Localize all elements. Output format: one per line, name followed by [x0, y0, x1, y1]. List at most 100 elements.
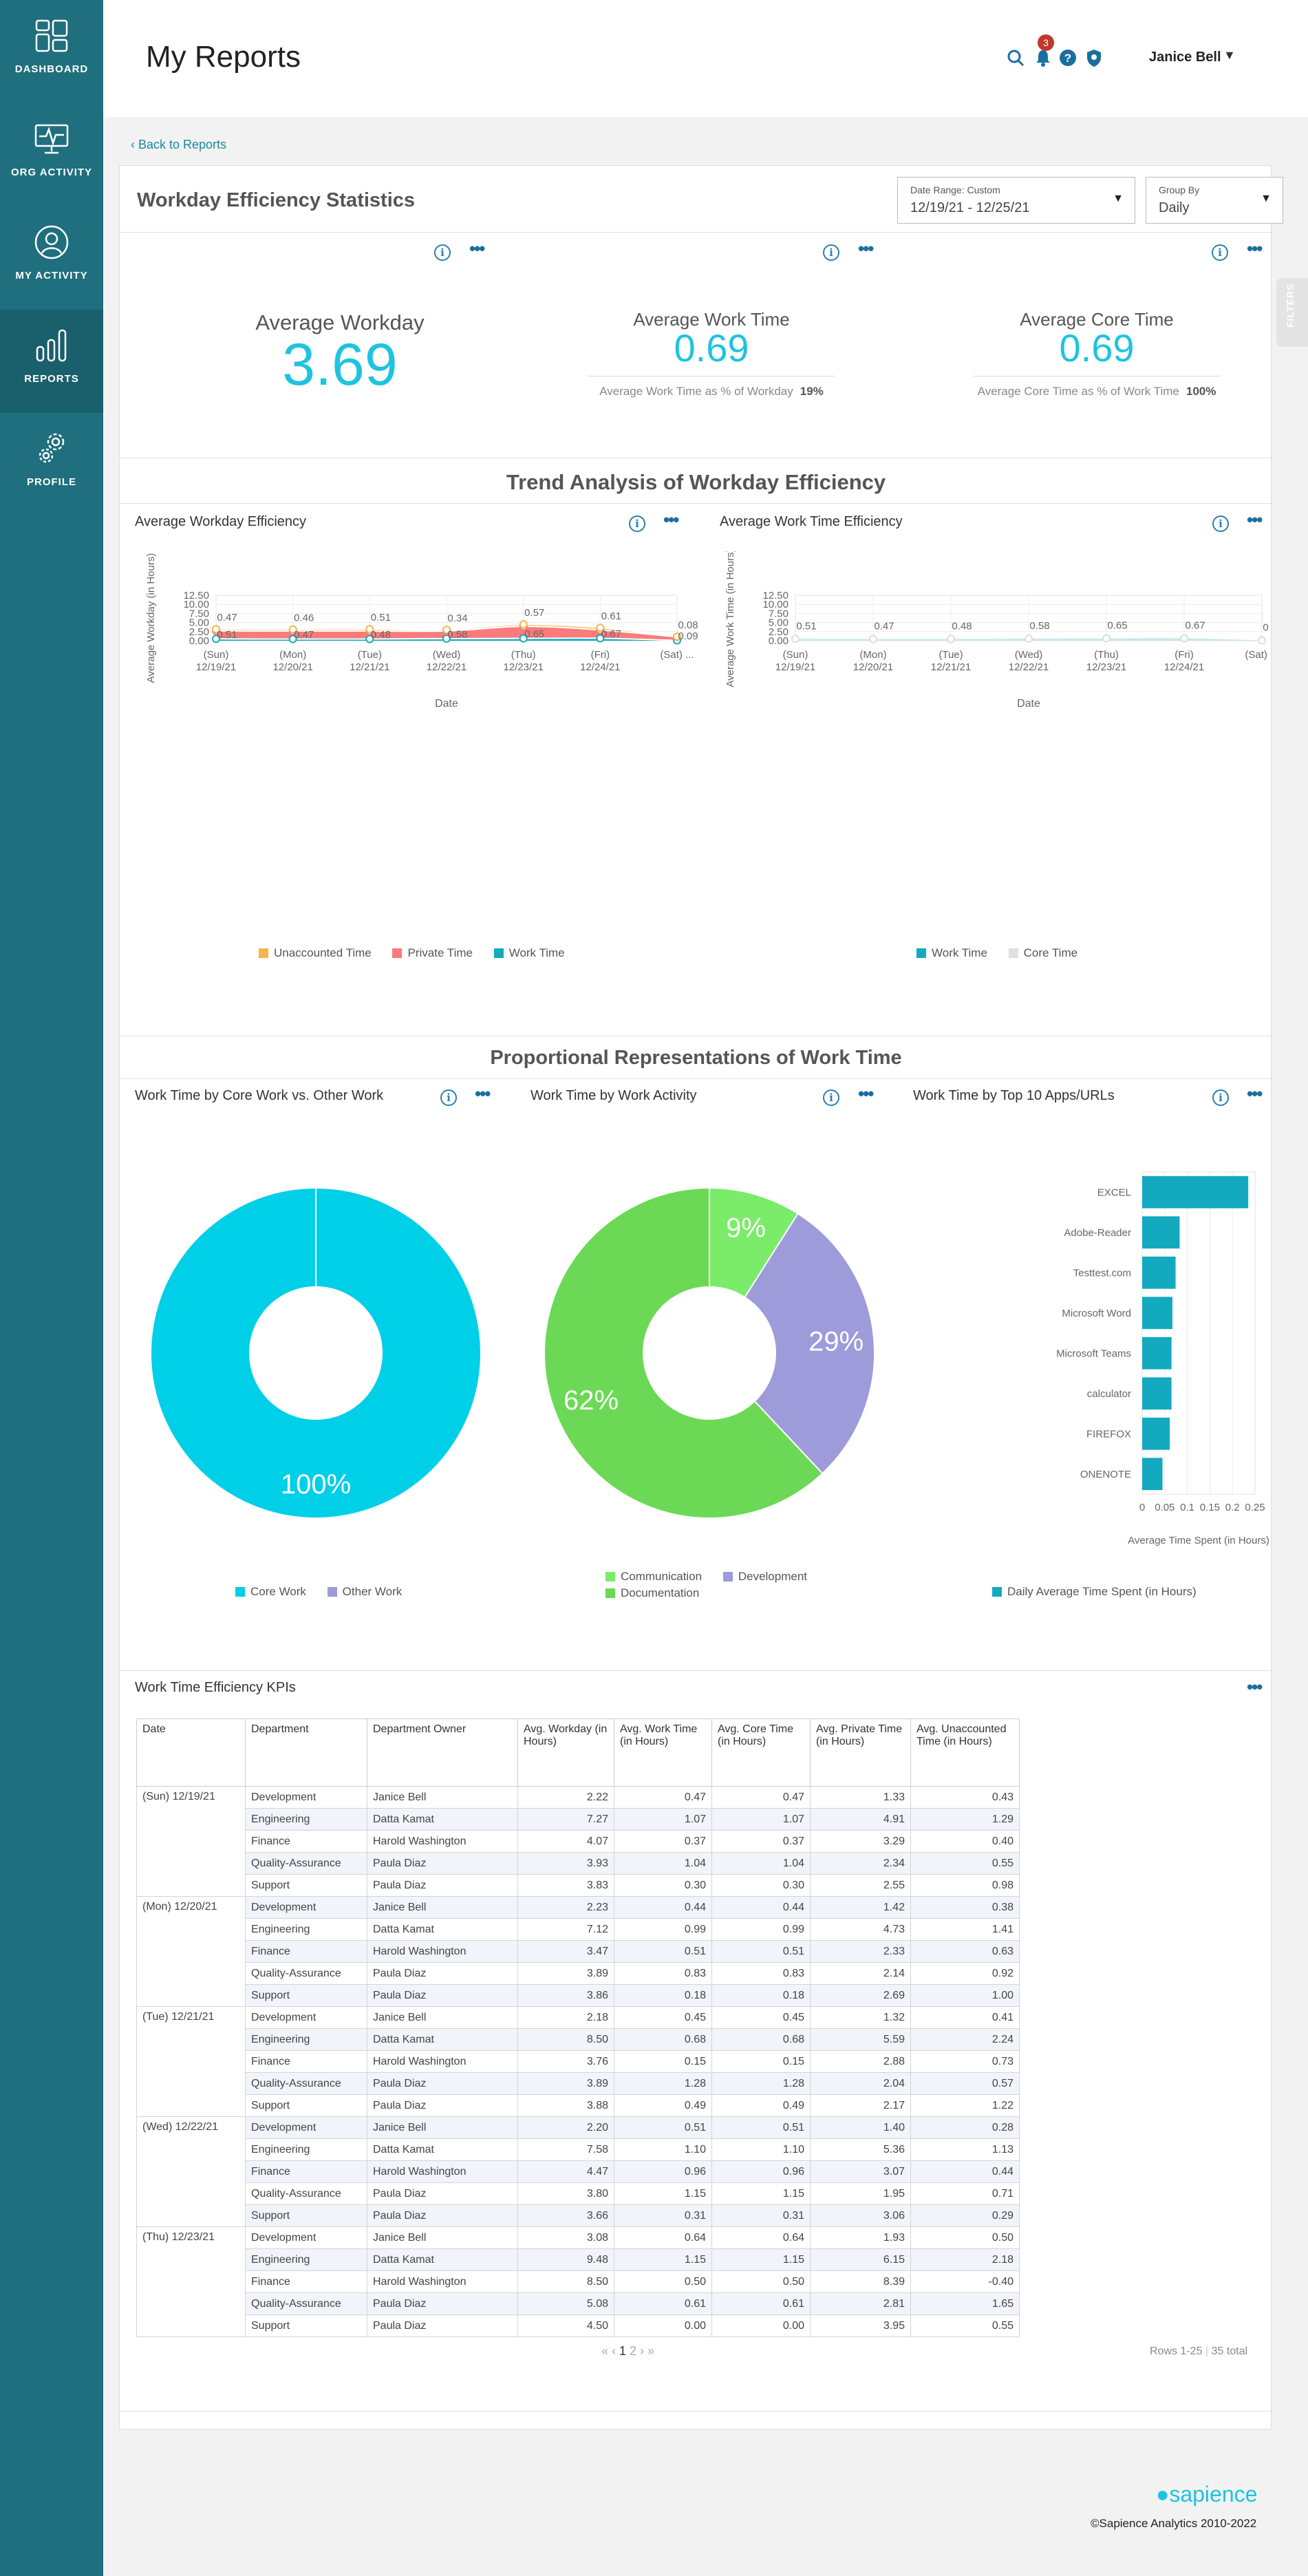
- more-options-icon[interactable]: •••: [1247, 238, 1263, 259]
- user-icon: [34, 225, 69, 259]
- nav-dashboard[interactable]: DASHBOARD: [0, 0, 103, 103]
- info-icon[interactable]: i: [1212, 244, 1228, 261]
- data-label: 0.67: [601, 628, 621, 640]
- more-options-icon[interactable]: •••: [858, 1083, 874, 1104]
- date-range-select[interactable]: Date Range: Custom 12/19/21 - 12/25/21 ▼: [897, 177, 1135, 224]
- legend-item[interactable]: Documentation: [605, 1586, 699, 1599]
- search-icon[interactable]: [1006, 48, 1025, 67]
- info-icon[interactable]: i: [629, 515, 645, 532]
- x-tick-label: 12/19/21: [775, 661, 815, 673]
- table-cell: Engineering: [245, 2248, 367, 2271]
- more-options-icon[interactable]: •••: [858, 238, 874, 259]
- legend-item[interactable]: Communication: [605, 1570, 702, 1583]
- bar-calculator: [1142, 1377, 1172, 1410]
- bar-firefox: [1142, 1417, 1170, 1450]
- table-cell: Quality-Assurance: [245, 1852, 367, 1875]
- table-cell: Engineering: [245, 1808, 367, 1831]
- legend-swatch: [605, 1588, 615, 1598]
- table-cell: 4.91: [810, 1808, 911, 1831]
- data-label: 0.46: [294, 612, 314, 624]
- bell-icon[interactable]: [1033, 48, 1053, 67]
- more-options-icon[interactable]: •••: [1247, 1676, 1263, 1697]
- nav-my-activity[interactable]: MY ACTIVITY: [0, 206, 103, 310]
- column-header[interactable]: Avg. Work Time (in Hours): [614, 1718, 712, 1787]
- legend-item[interactable]: Development: [722, 1570, 807, 1583]
- data-point: [596, 624, 605, 632]
- nav-org-activity[interactable]: ORG ACTIVITY: [0, 103, 103, 206]
- table-cell: 0.29: [910, 2204, 1020, 2227]
- filters-tab[interactable]: FILTERS: [1276, 278, 1308, 347]
- column-header[interactable]: Department: [245, 1718, 367, 1787]
- column-header[interactable]: Avg. Unaccounted Time (in Hours): [910, 1718, 1020, 1787]
- chevron-down-icon: ▼: [1113, 193, 1124, 204]
- user-menu-name[interactable]: Janice Bell: [1149, 50, 1221, 65]
- legend-item[interactable]: Work Time: [916, 946, 987, 959]
- chart-legend: Work Time Core Time: [916, 946, 1095, 960]
- back-to-reports-link[interactable]: ‹ Back to Reports: [131, 138, 226, 152]
- table-cell: Support: [245, 2314, 367, 2337]
- table-cell: 0.00: [614, 2314, 712, 2337]
- table-cell: 2.88: [810, 2050, 911, 2073]
- nav-reports[interactable]: REPORTS: [0, 310, 103, 413]
- legend-item[interactable]: Core Work: [235, 1585, 306, 1598]
- last-page-button[interactable]: »: [647, 2344, 655, 2358]
- data-point: [596, 634, 605, 643]
- column-header[interactable]: Avg. Workday (in Hours): [517, 1718, 614, 1787]
- table-cell: 0.68: [711, 2028, 811, 2051]
- table-row: Quality-Assurance Paula Diaz 3.89 1.28 1.28 2…: [137, 2072, 1020, 2095]
- more-options-icon[interactable]: •••: [1247, 509, 1263, 530]
- x-tick-label: 0.05: [1155, 1502, 1175, 1513]
- table-cell: 8.50: [517, 2270, 614, 2293]
- category-label: Adobe-Reader: [1064, 1227, 1131, 1239]
- table-row: Quality-Assurance Paula Diaz 5.08 0.61 0.61 2…: [137, 2292, 1020, 2315]
- proportional-title: Proportional Representations of Work Tim…: [490, 1047, 902, 1069]
- info-icon[interactable]: i: [823, 1089, 839, 1106]
- chevron-down-icon[interactable]: ▼: [1223, 48, 1236, 62]
- first-page-button[interactable]: «: [601, 2344, 609, 2358]
- help-icon[interactable]: ?: [1058, 48, 1078, 67]
- legend-item[interactable]: Daily Average Time Spent (in Hours): [992, 1585, 1197, 1598]
- page-1-button[interactable]: 1: [619, 2344, 627, 2358]
- table-cell: 2.04: [810, 2072, 911, 2095]
- column-header[interactable]: Department Owner: [367, 1718, 518, 1787]
- column-header[interactable]: Date: [136, 1718, 246, 1787]
- group-by-select[interactable]: Group By Daily ▼: [1146, 177, 1283, 224]
- table-cell: Paula Diaz: [367, 1852, 518, 1875]
- sub-label: Average Work Time as % of Workday: [599, 385, 793, 398]
- data-label: 0.34: [447, 613, 467, 624]
- table-cell: -0.40: [910, 2270, 1020, 2293]
- prev-page-button[interactable]: ‹: [612, 2344, 617, 2358]
- table-cell: 4.07: [517, 1830, 614, 1853]
- more-options-icon[interactable]: •••: [475, 1083, 491, 1104]
- data-label: 0.51: [371, 612, 391, 624]
- table-cell: 1.15: [711, 2182, 811, 2205]
- info-icon[interactable]: i: [1212, 1089, 1229, 1106]
- y-axis-label: Average Workday (in Hours): [145, 553, 157, 683]
- legend-item[interactable]: Core Time: [1008, 946, 1078, 959]
- table-cell: 0.51: [614, 1940, 712, 1963]
- table-cell: Development: [245, 1896, 367, 1919]
- more-options-icon[interactable]: •••: [663, 509, 679, 530]
- info-icon[interactable]: i: [434, 244, 451, 261]
- divider: [120, 503, 1272, 504]
- info-icon[interactable]: i: [1212, 515, 1229, 532]
- table-cell: 2.81: [810, 2292, 911, 2315]
- more-options-icon[interactable]: •••: [469, 238, 485, 259]
- column-header[interactable]: Avg. Core Time (in Hours): [711, 1718, 811, 1787]
- table-cell: Paula Diaz: [367, 2072, 518, 2095]
- table-cell: 1.65: [910, 2292, 1020, 2315]
- more-options-icon[interactable]: •••: [1247, 1083, 1263, 1104]
- next-page-button[interactable]: ›: [640, 2344, 645, 2358]
- nav-profile[interactable]: PROFILE: [0, 413, 103, 516]
- legend-item[interactable]: Private Time: [392, 946, 473, 959]
- column-header[interactable]: Avg. Private Time (in Hours): [810, 1718, 911, 1787]
- info-icon[interactable]: i: [440, 1089, 457, 1106]
- info-icon[interactable]: i: [823, 244, 839, 261]
- x-tick-label: (Tue): [939, 649, 963, 661]
- legend-item[interactable]: Other Work: [327, 1585, 402, 1598]
- legend-item[interactable]: Unaccounted Time: [259, 946, 372, 959]
- data-label: 0.08: [678, 619, 698, 631]
- legend-item[interactable]: Work Time: [493, 946, 565, 959]
- page-2-button[interactable]: 2: [630, 2344, 637, 2358]
- shield-icon[interactable]: [1084, 48, 1104, 67]
